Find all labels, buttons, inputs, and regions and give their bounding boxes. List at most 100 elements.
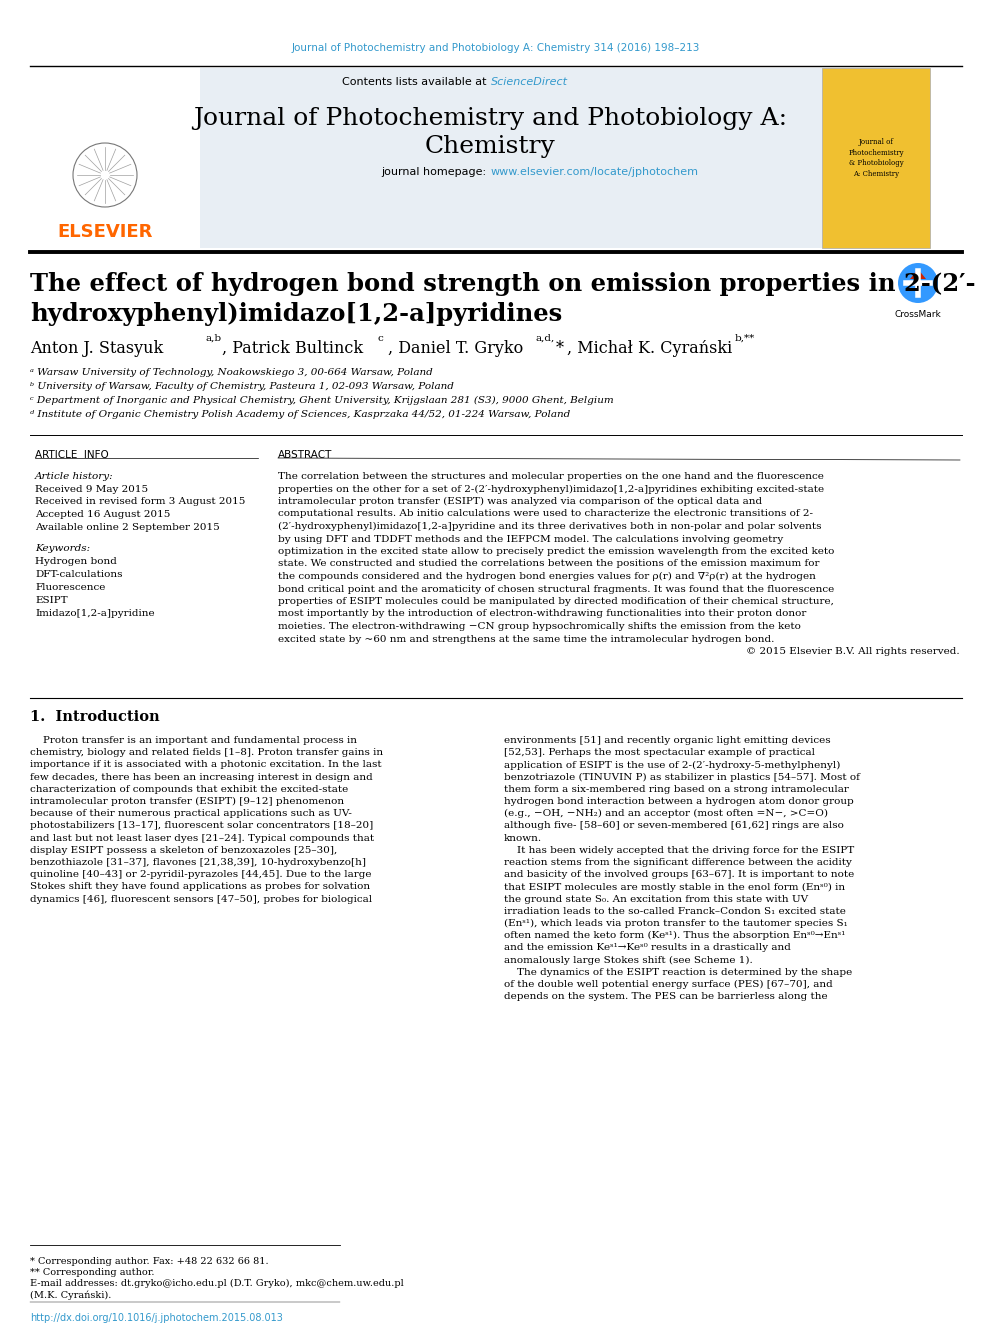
Text: (2′-hydroxyphenyl)imidazo[1,2-a]pyridine and its three derivatives both in non-p: (2′-hydroxyphenyl)imidazo[1,2-a]pyridine… — [278, 523, 821, 531]
Text: , Michał K. Cyrański: , Michał K. Cyrański — [567, 340, 732, 357]
Text: Journal of Photochemistry and Photobiology A:: Journal of Photochemistry and Photobiolo… — [192, 106, 787, 130]
Text: Hydrogen bond: Hydrogen bond — [35, 557, 117, 566]
FancyBboxPatch shape — [822, 67, 930, 247]
Text: Stokes shift they have found applications as probes for solvation: Stokes shift they have found application… — [30, 882, 370, 892]
Text: ScienceDirect: ScienceDirect — [491, 77, 568, 87]
Text: E-mail addresses: dt.gryko@icho.edu.pl (D.T. Gryko), mkc@chem.uw.edu.pl: E-mail addresses: dt.gryko@icho.edu.pl (… — [30, 1279, 404, 1289]
Text: bond critical point and the aromaticity of chosen structural fragments. It was f: bond critical point and the aromaticity … — [278, 585, 834, 594]
Text: environments [51] and recently organic light emitting devices: environments [51] and recently organic l… — [504, 736, 830, 745]
Text: and the emission Keˢ¹→Keˢ⁰ results in a drastically and: and the emission Keˢ¹→Keˢ⁰ results in a … — [504, 943, 791, 953]
FancyBboxPatch shape — [30, 67, 200, 247]
Text: ESIPT: ESIPT — [35, 595, 67, 605]
Text: (M.K. Cyrański).: (M.K. Cyrański). — [30, 1290, 111, 1299]
Text: few decades, there has been an increasing interest in design and: few decades, there has been an increasin… — [30, 773, 373, 782]
Text: hydrogen bond interaction between a hydrogen atom donor group: hydrogen bond interaction between a hydr… — [504, 796, 854, 806]
Text: , Daniel T. Gryko: , Daniel T. Gryko — [388, 340, 523, 357]
Text: Available online 2 September 2015: Available online 2 September 2015 — [35, 523, 220, 532]
Text: because of their numerous practical applications such as UV-: because of their numerous practical appl… — [30, 810, 352, 818]
Text: a,d,: a,d, — [535, 333, 555, 343]
Text: known.: known. — [504, 833, 542, 843]
Text: www.elsevier.com/locate/jphotochem: www.elsevier.com/locate/jphotochem — [491, 167, 699, 177]
Text: The dynamics of the ESIPT reaction is determined by the shape: The dynamics of the ESIPT reaction is de… — [504, 968, 852, 976]
Text: c: c — [378, 333, 384, 343]
Text: , Patrick Bultinck: , Patrick Bultinck — [222, 340, 363, 357]
Text: ᵃ Warsaw University of Technology, Noakowskiego 3, 00-664 Warsaw, Poland: ᵃ Warsaw University of Technology, Noako… — [30, 368, 433, 377]
Text: Chemistry: Chemistry — [425, 135, 556, 157]
Text: intramolecular proton transfer (ESIPT) was analyzed via comparison of the optica: intramolecular proton transfer (ESIPT) w… — [278, 497, 762, 507]
Text: benzotriazole (TINUVIN P) as stabilizer in plastics [54–57]. Most of: benzotriazole (TINUVIN P) as stabilizer … — [504, 773, 860, 782]
Text: Proton transfer is an important and fundamental process in: Proton transfer is an important and fund… — [30, 736, 357, 745]
Text: Article history:: Article history: — [35, 472, 114, 482]
Text: computational results. Ab initio calculations were used to characterize the elec: computational results. Ab initio calcula… — [278, 509, 813, 519]
Text: It has been widely accepted that the driving force for the ESIPT: It has been widely accepted that the dri… — [504, 845, 854, 855]
Text: http://dx.doi.org/10.1016/j.jphotochem.2015.08.013: http://dx.doi.org/10.1016/j.jphotochem.2… — [30, 1312, 283, 1323]
Text: Received 9 May 2015: Received 9 May 2015 — [35, 486, 148, 493]
Text: depends on the system. The PES can be barrierless along the: depends on the system. The PES can be ba… — [504, 992, 827, 1002]
Text: display ESIPT possess a skeleton of benzoxazoles [25–30],: display ESIPT possess a skeleton of benz… — [30, 845, 337, 855]
Text: and last but not least laser dyes [21–24]. Typical compounds that: and last but not least laser dyes [21–24… — [30, 833, 374, 843]
Text: (Enˢ¹), which leads via proton transfer to the tautomer species S₁: (Enˢ¹), which leads via proton transfer … — [504, 919, 848, 929]
Text: Fluorescence: Fluorescence — [35, 583, 105, 591]
Text: (e.g., −OH, −NH₂) and an acceptor (most often =N−, >C=O): (e.g., −OH, −NH₂) and an acceptor (most … — [504, 810, 828, 819]
Text: intramolecular proton transfer (ESIPT) [9–12] phenomenon: intramolecular proton transfer (ESIPT) [… — [30, 796, 344, 806]
Text: The effect of hydrogen bond strength on emission properties in 2-(2′-: The effect of hydrogen bond strength on … — [30, 273, 975, 296]
Text: Anton J. Stasyuk: Anton J. Stasyuk — [30, 340, 164, 357]
Text: moieties. The electron-withdrawing −CN group hypsochromically shifts the emissio: moieties. The electron-withdrawing −CN g… — [278, 622, 801, 631]
FancyBboxPatch shape — [30, 67, 900, 247]
Text: dynamics [46], fluorescent sensors [47–50], probes for biological: dynamics [46], fluorescent sensors [47–5… — [30, 894, 372, 904]
Text: * Corresponding author. Fax: +48 22 632 66 81.: * Corresponding author. Fax: +48 22 632 … — [30, 1257, 269, 1266]
Text: quinoline [40–43] or 2-pyridil-pyrazoles [44,45]. Due to the large: quinoline [40–43] or 2-pyridil-pyrazoles… — [30, 871, 371, 880]
Text: hydroxyphenyl)imidazo[1,2-a]pyridines: hydroxyphenyl)imidazo[1,2-a]pyridines — [30, 302, 562, 325]
Text: most importantly by the introduction of electron-withdrawing functionalities int: most importantly by the introduction of … — [278, 610, 806, 618]
Text: Journal of Photochemistry and Photobiology A: Chemistry 314 (2016) 198–213: Journal of Photochemistry and Photobiolo… — [292, 44, 700, 53]
Text: ᶜ Department of Inorganic and Physical Chemistry, Ghent University, Krijgslaan 2: ᶜ Department of Inorganic and Physical C… — [30, 396, 614, 405]
Text: although five- [58–60] or seven-membered [61,62] rings are also: although five- [58–60] or seven-membered… — [504, 822, 844, 831]
Text: by using DFT and TDDFT methods and the IEFPCM model. The calculations involving : by using DFT and TDDFT methods and the I… — [278, 534, 784, 544]
Text: of the double well potential energy surface (PES) [67–70], and: of the double well potential energy surf… — [504, 980, 832, 990]
Text: reaction stems from the significant difference between the acidity: reaction stems from the significant diff… — [504, 859, 852, 867]
Text: Imidazo[1,2-a]pyridine: Imidazo[1,2-a]pyridine — [35, 609, 155, 618]
Text: ABSTRACT: ABSTRACT — [278, 450, 332, 460]
Text: photostabilizers [13–17], fluorescent solar concentrators [18–20]: photostabilizers [13–17], fluorescent so… — [30, 822, 373, 831]
Text: the compounds considered and the hydrogen bond energies values for ρ(r) and ∇²ρ(: the compounds considered and the hydroge… — [278, 572, 815, 581]
Text: ARTICLE  INFO: ARTICLE INFO — [35, 450, 109, 460]
Text: ᵈ Institute of Organic Chemistry Polish Academy of Sciences, Kasprzaka 44/52, 01: ᵈ Institute of Organic Chemistry Polish … — [30, 410, 570, 419]
Text: *: * — [556, 340, 564, 357]
Text: benzothiazole [31–37], flavones [21,38,39], 10-hydroxybenzo[h]: benzothiazole [31–37], flavones [21,38,3… — [30, 859, 366, 867]
Text: state. We constructed and studied the correlations between the positions of the : state. We constructed and studied the co… — [278, 560, 819, 569]
Text: The correlation between the structures and molecular properties on the one hand : The correlation between the structures a… — [278, 472, 824, 482]
Text: ** Corresponding author.: ** Corresponding author. — [30, 1267, 155, 1277]
Text: often named the keto form (Keˢ¹). Thus the absorption Enˢ⁰→Enˢ¹: often named the keto form (Keˢ¹). Thus t… — [504, 931, 845, 941]
Text: characterization of compounds that exhibit the excited-state: characterization of compounds that exhib… — [30, 785, 348, 794]
Text: application of ESIPT is the use of 2-(2′-hydroxy-5-methylphenyl): application of ESIPT is the use of 2-(2′… — [504, 761, 840, 770]
Text: DFT-calculations: DFT-calculations — [35, 570, 122, 579]
Text: Keywords:: Keywords: — [35, 544, 90, 553]
Text: Received in revised form 3 August 2015: Received in revised form 3 August 2015 — [35, 497, 245, 507]
Text: that ESIPT molecules are mostly stable in the enol form (Enˢ⁰) in: that ESIPT molecules are mostly stable i… — [504, 882, 845, 892]
Polygon shape — [910, 269, 926, 279]
Text: CrossMark: CrossMark — [895, 310, 941, 319]
Text: excited state by ~60 nm and strengthens at the same time the intramolecular hydr: excited state by ~60 nm and strengthens … — [278, 635, 775, 643]
Text: ELSEVIER: ELSEVIER — [58, 224, 153, 241]
Circle shape — [898, 263, 938, 303]
Text: and basicity of the involved groups [63–67]. It is important to note: and basicity of the involved groups [63–… — [504, 871, 854, 880]
Text: Journal of
Photochemistry
& Photobiology
A: Chemistry: Journal of Photochemistry & Photobiology… — [848, 139, 904, 177]
Text: optimization in the excited state allow to precisely predict the emission wavele: optimization in the excited state allow … — [278, 546, 834, 556]
Text: irradiation leads to the so-called Franck–Condon S₁ excited state: irradiation leads to the so-called Franc… — [504, 906, 846, 916]
Text: properties of ESIPT molecules could be manipulated by directed modification of t: properties of ESIPT molecules could be m… — [278, 597, 834, 606]
Text: them form a six-membered ring based on a strong intramolecular: them form a six-membered ring based on a… — [504, 785, 849, 794]
Text: ᵇ University of Warsaw, Faculty of Chemistry, Pasteura 1, 02-093 Warsaw, Poland: ᵇ University of Warsaw, Faculty of Chemi… — [30, 382, 454, 392]
Text: 1.  Introduction: 1. Introduction — [30, 710, 160, 724]
Text: © 2015 Elsevier B.V. All rights reserved.: © 2015 Elsevier B.V. All rights reserved… — [746, 647, 960, 656]
Text: [52,53]. Perhaps the most spectacular example of practical: [52,53]. Perhaps the most spectacular ex… — [504, 749, 815, 757]
Text: a,b: a,b — [205, 333, 221, 343]
Text: chemistry, biology and related fields [1–8]. Proton transfer gains in: chemistry, biology and related fields [1… — [30, 749, 383, 757]
Text: properties on the other for a set of 2-(2′-hydroxyphenyl)imidazo[1,2-a]pyridines: properties on the other for a set of 2-(… — [278, 484, 824, 493]
Text: importance if it is associated with a photonic excitation. In the last: importance if it is associated with a ph… — [30, 761, 382, 770]
Text: b,**: b,** — [735, 333, 755, 343]
Text: anomalously large Stokes shift (see Scheme 1).: anomalously large Stokes shift (see Sche… — [504, 955, 753, 964]
Text: Accepted 16 August 2015: Accepted 16 August 2015 — [35, 509, 171, 519]
Text: the ground state S₀. An excitation from this state with UV: the ground state S₀. An excitation from … — [504, 894, 808, 904]
Text: journal homepage:: journal homepage: — [381, 167, 490, 177]
Text: Contents lists available at: Contents lists available at — [342, 77, 490, 87]
